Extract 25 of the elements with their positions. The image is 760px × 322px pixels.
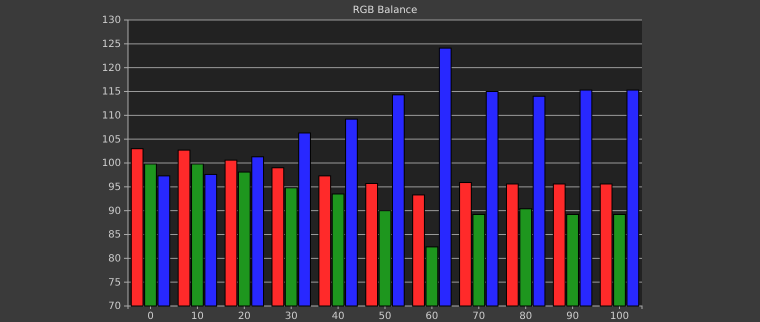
chart-title: RGB Balance	[352, 5, 418, 16]
y-tick-label: 85	[108, 230, 121, 241]
y-tick-label: 125	[102, 39, 121, 50]
y-tick-label: 120	[102, 62, 121, 74]
y-tick-label: 75	[108, 277, 121, 288]
x-tick-label: 90	[566, 311, 579, 322]
x-tick-label: 40	[332, 311, 344, 322]
x-tick-label: 70	[472, 311, 486, 322]
y-tick-label: 100	[102, 158, 121, 170]
x-tick-label: 50	[378, 311, 392, 322]
x-tick-label: 60	[426, 311, 438, 322]
y-tick-label: 90	[108, 206, 121, 217]
y-tick-label: 80	[108, 254, 121, 265]
y-tick-label: 115	[102, 86, 121, 98]
x-tick-label: 20	[238, 311, 251, 322]
y-tick-label: 130	[102, 15, 121, 26]
y-tick-label: 95	[108, 182, 121, 194]
x-tick-label: 80	[519, 311, 532, 322]
x-tick-label: 100	[610, 311, 630, 322]
y-tick-label: 70	[108, 301, 121, 312]
y-tick-label: 105	[102, 134, 121, 146]
x-tick-label: 0	[147, 311, 154, 322]
x-tick-label: 10	[191, 311, 204, 322]
y-tick-label: 110	[102, 110, 121, 122]
x-tick-label: 30	[284, 311, 298, 322]
